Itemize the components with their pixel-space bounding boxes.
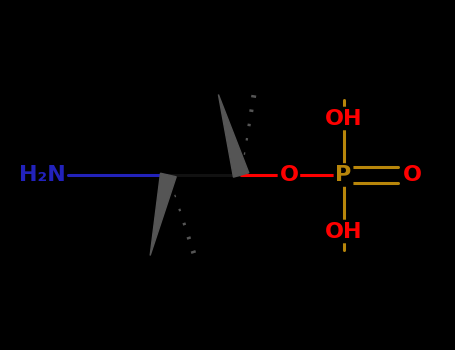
Text: OH: OH xyxy=(325,222,362,242)
Polygon shape xyxy=(218,94,249,177)
Text: O: O xyxy=(403,165,422,185)
Text: P: P xyxy=(335,165,352,185)
Polygon shape xyxy=(150,173,176,256)
Text: H₂N: H₂N xyxy=(19,165,66,185)
Text: O: O xyxy=(279,165,298,185)
Text: OH: OH xyxy=(325,108,362,128)
